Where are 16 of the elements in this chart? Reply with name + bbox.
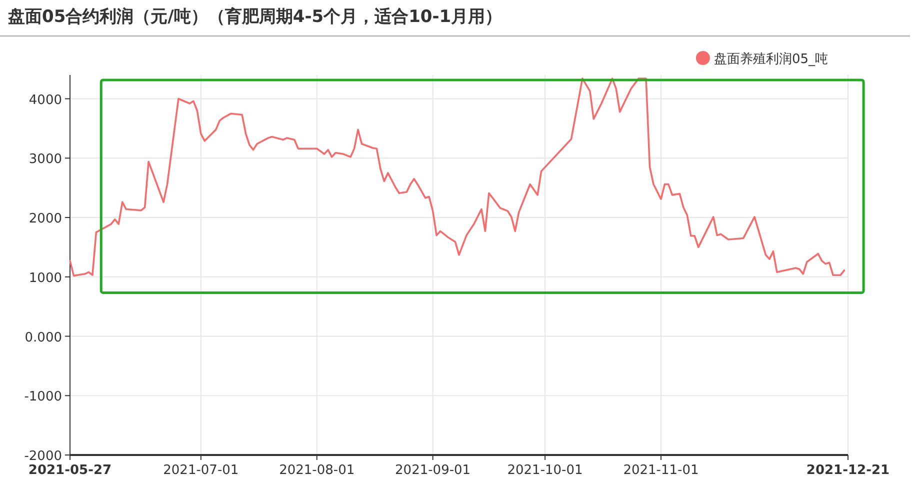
y-tick-label: -2000 [24, 449, 62, 464]
x-tick-label: 2021-12-21 [806, 463, 890, 478]
x-tick-label: 2021-11-01 [623, 463, 699, 478]
y-tick-label: 4000 [28, 92, 62, 108]
x-tick-label: 2021-07-01 [163, 463, 239, 478]
x-tick-label: 2021-05-27 [28, 463, 112, 478]
x-tick-label: 2021-09-01 [395, 463, 471, 478]
y-tick-label: 0.000 [24, 330, 62, 346]
chart-title: 盘面05合约利润（元/吨）（育肥周期4-5个月，适合10-1月用） [7, 6, 502, 27]
x-tick-label: 2021-10-01 [507, 463, 583, 478]
y-tick-label: 3000 [28, 152, 62, 168]
legend-label: 盘面养殖利润05_吨 [714, 51, 828, 67]
y-tick-label: 2000 [28, 212, 62, 226]
x-tick-label: 2021-08-01 [279, 463, 355, 478]
y-tick-label: 1000 [28, 270, 62, 286]
y-tick-label: -1000 [24, 390, 62, 405]
